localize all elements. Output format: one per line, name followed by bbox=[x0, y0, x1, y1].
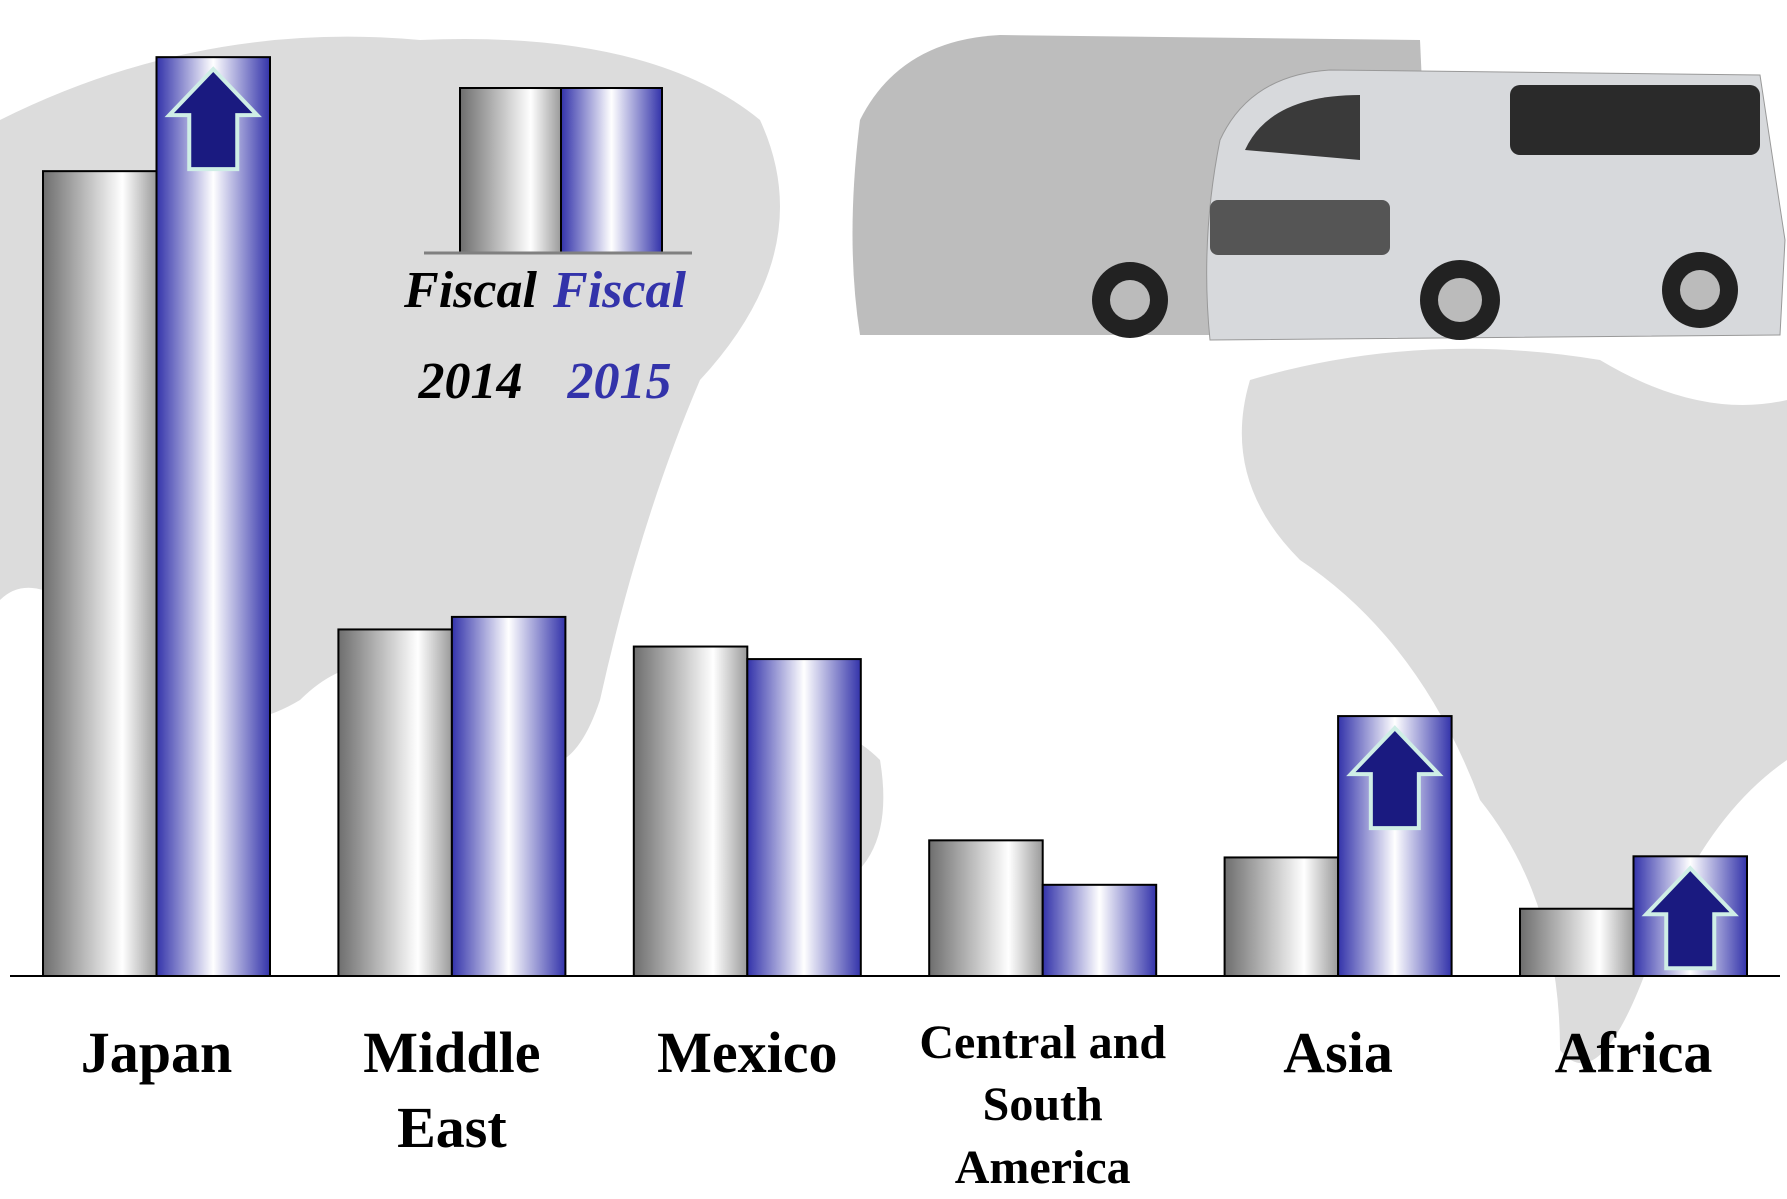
bar bbox=[747, 659, 861, 976]
bar bbox=[634, 647, 748, 976]
x-tick-label: Middle East bbox=[318, 1015, 585, 1166]
bar bbox=[338, 629, 452, 976]
bar bbox=[929, 840, 1042, 976]
bar bbox=[157, 57, 271, 976]
x-tick-label: Central and South America bbox=[909, 1012, 1176, 1199]
legend-swatch bbox=[561, 88, 662, 253]
legend-label: Fiscal 2015 bbox=[530, 245, 710, 427]
bar bbox=[1225, 857, 1339, 976]
bar bbox=[1043, 885, 1157, 976]
van-illustration bbox=[853, 35, 1786, 340]
page: (() => { const data = JSON.parse(documen… bbox=[0, 0, 1787, 1189]
x-tick-label: Mexico bbox=[614, 1015, 881, 1090]
bar bbox=[43, 171, 157, 976]
x-tick-label: Japan bbox=[23, 1015, 290, 1090]
x-tick-label: Asia bbox=[1205, 1015, 1472, 1090]
bar bbox=[452, 617, 566, 976]
chart bbox=[0, 0, 1787, 1189]
x-tick-label: Africa bbox=[1500, 1015, 1767, 1090]
legend-swatch bbox=[460, 88, 561, 253]
bar bbox=[1520, 909, 1634, 976]
